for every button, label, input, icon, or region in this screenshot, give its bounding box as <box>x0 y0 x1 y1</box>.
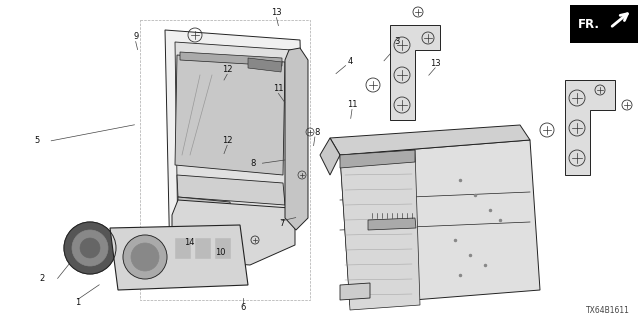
Bar <box>570 5 638 43</box>
Bar <box>215 238 230 258</box>
Polygon shape <box>175 42 295 250</box>
Text: 12: 12 <box>222 136 232 145</box>
Circle shape <box>80 238 100 258</box>
Polygon shape <box>330 125 530 155</box>
Text: 13: 13 <box>271 8 282 17</box>
Polygon shape <box>180 52 282 66</box>
Text: 11: 11 <box>347 100 357 109</box>
Polygon shape <box>178 197 235 240</box>
Text: 9: 9 <box>133 32 138 41</box>
Circle shape <box>123 235 167 279</box>
Text: 4: 4 <box>348 57 353 66</box>
Polygon shape <box>390 25 440 120</box>
Circle shape <box>72 230 108 266</box>
Circle shape <box>131 243 159 271</box>
Polygon shape <box>165 30 305 265</box>
Polygon shape <box>175 55 285 175</box>
Bar <box>175 238 190 258</box>
Text: 8: 8 <box>314 128 319 137</box>
Text: 5: 5 <box>35 136 40 145</box>
Polygon shape <box>320 138 340 175</box>
Polygon shape <box>368 218 416 230</box>
Polygon shape <box>340 150 420 310</box>
Text: 1: 1 <box>76 298 81 307</box>
Polygon shape <box>285 48 308 230</box>
Circle shape <box>64 222 116 274</box>
Polygon shape <box>565 80 615 175</box>
Text: 11: 11 <box>273 84 284 93</box>
Polygon shape <box>248 58 282 72</box>
Text: TX64B1611: TX64B1611 <box>586 306 630 315</box>
Polygon shape <box>177 175 285 205</box>
Text: 14: 14 <box>184 238 195 247</box>
Text: 2: 2 <box>39 274 44 283</box>
Polygon shape <box>340 283 370 300</box>
Text: 6: 6 <box>241 303 246 312</box>
Polygon shape <box>172 200 295 265</box>
Text: 8: 8 <box>250 159 255 168</box>
Polygon shape <box>110 225 248 290</box>
Text: 7: 7 <box>279 220 284 228</box>
Polygon shape <box>340 140 540 305</box>
Text: 12: 12 <box>222 65 232 74</box>
Text: 13: 13 <box>430 59 440 68</box>
Text: FR.: FR. <box>578 18 600 30</box>
Bar <box>195 238 210 258</box>
Polygon shape <box>340 150 415 168</box>
Text: 10: 10 <box>216 248 226 257</box>
Text: 3: 3 <box>394 37 399 46</box>
